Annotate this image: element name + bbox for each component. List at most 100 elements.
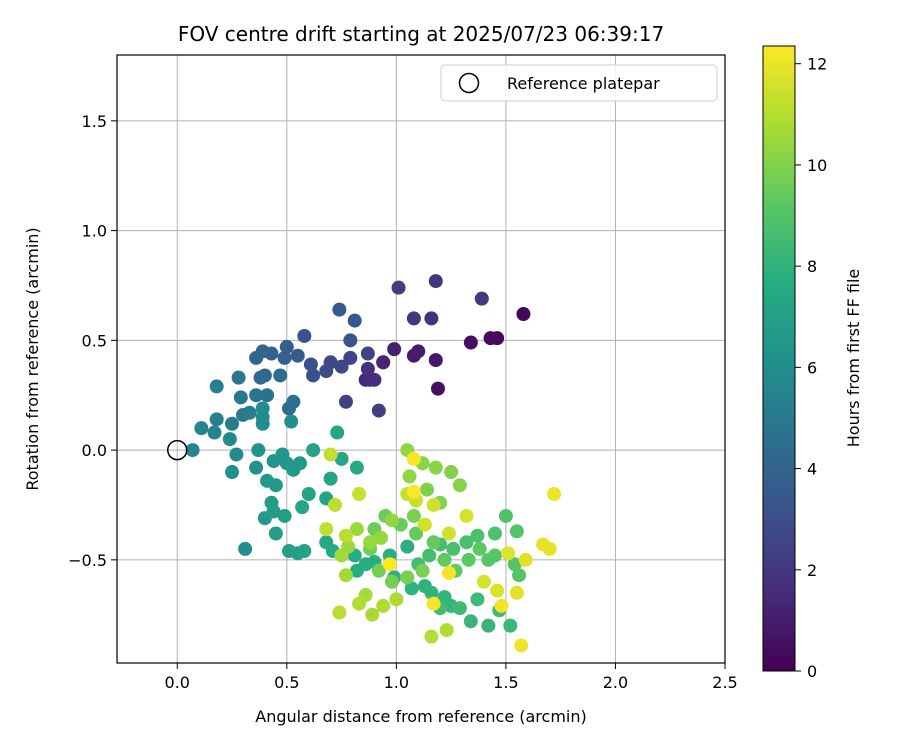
data-point (406, 508, 421, 523)
x-tick-label: 0.5 (274, 673, 299, 692)
data-point (334, 451, 349, 466)
data-point (225, 416, 240, 431)
data-point (360, 346, 375, 361)
x-tick-label: 2.5 (712, 673, 737, 692)
data-point (303, 357, 318, 372)
data-point (518, 552, 533, 567)
data-point (470, 592, 485, 607)
colorbar-tick-label: 12 (807, 55, 827, 74)
data-point (411, 344, 426, 359)
x-tick-label: 2.0 (603, 673, 628, 692)
data-point (441, 566, 456, 581)
data-point (400, 570, 415, 585)
data-point (512, 568, 527, 583)
chart-title: FOV centre drift starting at 2025/07/23 … (178, 22, 664, 46)
data-point (306, 443, 321, 458)
data-point (363, 535, 378, 550)
data-point (242, 405, 257, 420)
y-axis-label: Rotation from reference (arcmin) (23, 227, 42, 490)
colorbar-tick-label: 2 (807, 561, 817, 580)
data-point (371, 563, 386, 578)
colorbar-tick-label: 4 (807, 460, 817, 479)
data-point (347, 313, 362, 328)
data-point (516, 307, 531, 322)
data-point (238, 541, 253, 556)
data-point (323, 447, 338, 462)
data-point (428, 353, 443, 368)
y-tick-label: −0.5 (68, 551, 107, 570)
data-point (233, 390, 248, 405)
data-point (222, 432, 237, 447)
data-point (446, 541, 461, 556)
data-point (420, 482, 435, 497)
data-point (332, 302, 347, 317)
data-point (367, 372, 382, 387)
legend: Reference platepar (440, 64, 718, 102)
data-point (249, 460, 264, 475)
data-point (437, 552, 452, 567)
data-point (231, 370, 246, 385)
data-point (360, 361, 375, 376)
data-point (332, 605, 347, 620)
colorbar-gradient (762, 45, 796, 672)
data-point (290, 348, 305, 363)
data-point (498, 508, 513, 523)
data-point (426, 596, 441, 611)
x-tick-label: 1.0 (384, 673, 409, 692)
data-point (426, 535, 441, 550)
data-point (481, 618, 496, 633)
data-point (365, 607, 380, 622)
y-tick-label: 1.0 (82, 222, 107, 241)
data-point (509, 524, 524, 539)
data-point (430, 381, 445, 396)
data-point (542, 541, 557, 556)
data-point (352, 596, 367, 611)
data-point (338, 394, 353, 409)
data-point (352, 486, 367, 501)
data-point (334, 359, 349, 374)
data-point (349, 563, 364, 578)
data-point (409, 526, 424, 541)
data-point (349, 522, 364, 537)
reference-platepar-marker (167, 439, 188, 461)
data-point (415, 563, 430, 578)
data-point (509, 585, 524, 600)
data-point (507, 557, 522, 572)
data-point (319, 522, 334, 537)
data-point (400, 539, 415, 554)
data-point (459, 508, 474, 523)
data-point (452, 478, 467, 493)
data-point (253, 370, 268, 385)
data-point (463, 614, 478, 629)
legend-box (440, 64, 718, 102)
data-point (297, 328, 312, 343)
data-point (452, 601, 467, 616)
data-point (424, 585, 439, 600)
colorbar-tick-label: 8 (807, 257, 817, 276)
colorbar-tick-label: 10 (807, 156, 827, 175)
x-axis-ticks: 0.0 0.5 1.0 1.5 2.0 2.5 (165, 663, 738, 692)
data-point (225, 465, 240, 480)
data-point (209, 379, 224, 394)
data-point (514, 638, 529, 653)
data-point (301, 486, 316, 501)
data-point (384, 574, 399, 589)
data-point (194, 421, 209, 436)
data-point (459, 535, 474, 550)
data-point (406, 311, 421, 326)
y-axis-ticks: −0.5 0.0 0.5 1.0 1.5 (68, 112, 117, 570)
data-point (406, 451, 421, 466)
data-point (487, 526, 502, 541)
colorbar: 0 2 4 6 8 10 12 Hours from first FF file (762, 45, 863, 681)
y-tick-label: 0.0 (82, 441, 107, 460)
data-point (268, 478, 283, 493)
data-point (476, 574, 491, 589)
data-point (501, 546, 516, 561)
data-point (463, 335, 478, 350)
data-point (503, 618, 518, 633)
data-point (376, 355, 391, 370)
data-point (295, 500, 310, 515)
data-point (422, 548, 437, 563)
x-tick-label: 1.5 (493, 673, 518, 692)
data-point (439, 623, 454, 638)
